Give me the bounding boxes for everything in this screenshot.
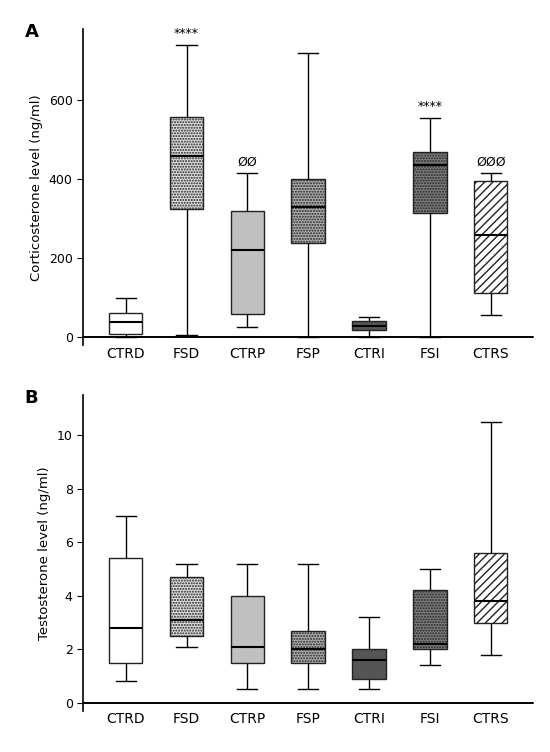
Bar <box>170 117 204 209</box>
Text: ****: **** <box>174 28 199 41</box>
Bar <box>292 179 325 243</box>
Text: ØØ: ØØ <box>238 156 257 168</box>
Bar <box>170 577 204 636</box>
Bar <box>230 596 264 663</box>
Bar <box>413 152 447 213</box>
Bar <box>474 553 508 623</box>
Bar <box>413 590 447 649</box>
Text: B: B <box>25 389 38 407</box>
Bar <box>353 321 386 330</box>
Y-axis label: Corticosterone level (ng/ml): Corticosterone level (ng/ml) <box>30 94 43 280</box>
Bar <box>353 649 386 679</box>
Text: ØØØ: ØØØ <box>476 156 505 168</box>
Bar <box>474 181 508 293</box>
Text: ****: **** <box>417 101 442 114</box>
Bar <box>230 211 264 314</box>
Bar <box>109 314 142 334</box>
Text: A: A <box>25 23 39 41</box>
Bar <box>292 630 325 663</box>
Y-axis label: Testosterone level (ng/ml): Testosterone level (ng/ml) <box>39 466 51 640</box>
Bar <box>109 558 142 663</box>
